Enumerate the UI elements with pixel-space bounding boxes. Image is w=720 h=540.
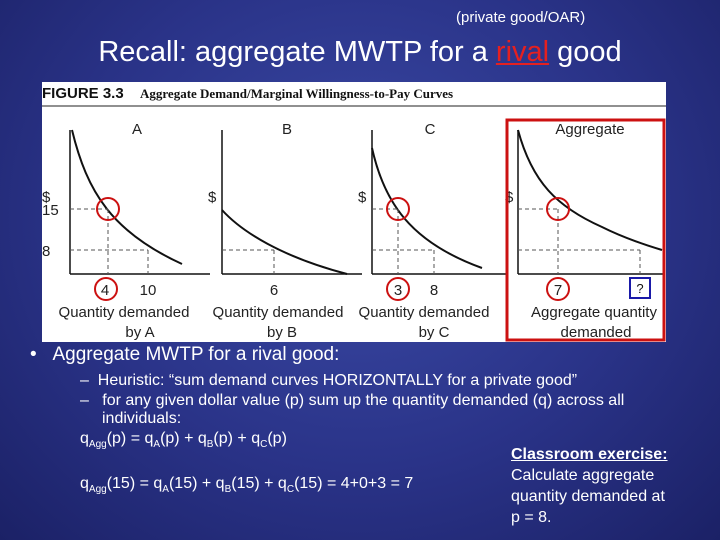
f1-m1: (p) + q [160, 430, 207, 447]
f1-sub-b: B [206, 439, 214, 451]
exercise-line-3: p = 8. [511, 509, 552, 526]
panel-aggregate-ylabel: $ [505, 189, 514, 206]
exercise-line-1: Calculate aggregate [511, 467, 655, 484]
panel-b-title: B [282, 121, 292, 138]
panel-aggregate-xlabel-1: Aggregate quantity [531, 304, 657, 321]
highlight-c-price-15 [386, 197, 410, 221]
slide-title: Recall: aggregate MWTP for a rival good [0, 36, 720, 69]
sum-rule-text-cont: individuals: [102, 410, 182, 427]
slide-subtitle: (private good/OAR) [456, 9, 586, 26]
panel-c-xtick-3: 3 [394, 282, 402, 299]
f2-sub-b: B [224, 484, 232, 496]
aggregate-panel-highlight-box [505, 118, 666, 342]
general-formula: qAgg(p) = qA(p) + qB(p) + qC(p) [80, 430, 287, 450]
panel-aggregate-question: ? [636, 281, 643, 296]
highlight-agg-qty-7 [546, 277, 570, 301]
panel-c: C $ 3 8 Quantity demanded by C [358, 121, 507, 341]
f1-sub-agg: Agg [88, 439, 107, 451]
panel-a-ylabel: $ [42, 189, 51, 206]
panel-c-xtick-8: 8 [430, 282, 438, 299]
panel-a-xlabel-1: Quantity demanded [59, 304, 190, 321]
title-pre: Recall: aggregate MWTP for a [98, 36, 496, 68]
panel-b-ylabel: $ [208, 189, 217, 206]
highlight-c-qty-3 [386, 277, 410, 301]
exercise-heading: Classroom exercise: [511, 446, 668, 463]
highlight-a-qty-4 [94, 277, 118, 301]
panel-c-xlabel-2: by C [419, 324, 450, 341]
panel-b-xlabel-1: Quantity demanded [213, 304, 344, 321]
demand-curves-figure: FIGURE 3.3 Aggregate Demand/Marginal Wil… [42, 82, 666, 342]
highlight-agg-price-15 [546, 197, 570, 221]
f1-end: (p) [267, 430, 287, 447]
f1-sub-a: A [153, 439, 161, 451]
panel-a-xtick-10: 10 [140, 282, 157, 299]
f1-lhs: (p) = q [106, 430, 154, 447]
f2-sub-a: A [162, 484, 169, 496]
panel-a-ytick-15: 15 [42, 202, 59, 219]
example-formula: qAgg(15) = qA(15) + qB(15) + qC(15) = 4+… [80, 475, 413, 495]
panel-aggregate-title: Aggregate [555, 121, 624, 138]
panel-aggregate: Aggregate $ 7 ? Aggregate quantity deman… [505, 121, 664, 341]
f2-q: q [80, 475, 89, 492]
heuristic-bullet: – Heuristic: “sum demand curves HORIZONT… [80, 372, 577, 390]
panel-aggregate-xtick-7: 7 [554, 282, 562, 299]
panel-b-xtick-6: 6 [270, 282, 278, 299]
panel-c-xlabel-1: Quantity demanded [359, 304, 490, 321]
panel-aggregate-question-box [629, 277, 651, 299]
highlight-a-price-15 [96, 197, 120, 221]
heuristic-text: Heuristic: “sum demand curves HORIZONTAL… [97, 372, 578, 389]
sum-rule-text: for any given dollar value (p) sum up th… [102, 392, 625, 409]
exercise-line-2: quantity demanded at [511, 488, 665, 505]
f2-m2: (15) + q [231, 475, 287, 492]
panel-aggregate-xlabel-2: demanded [561, 324, 632, 341]
panel-a-title: A [132, 121, 142, 138]
sum-rule-dash: – [80, 392, 89, 409]
heuristic-dash: – [80, 372, 89, 389]
panel-b-demand-curve [221, 209, 348, 275]
main-bullet: • Aggregate MWTP for a rival good: [30, 344, 340, 365]
title-post: good [549, 36, 622, 68]
f2-lhs: (15) = q [106, 475, 163, 492]
f2-sub-c: C [286, 484, 295, 496]
sum-rule-bullet: – for any given dollar value (p) sum up … [80, 392, 710, 428]
f1-m2: (p) + q [213, 430, 261, 447]
panel-c-ylabel: $ [358, 189, 367, 206]
panel-b: B $ 6 Quantity demanded by B [208, 121, 362, 341]
panel-aggregate-demand-curve [517, 129, 663, 251]
panel-a-xlabel-2: by A [125, 324, 154, 341]
f2-m1: (15) + q [168, 475, 225, 492]
panel-b-xlabel-2: by B [267, 324, 297, 341]
panel-a-ytick-8: 8 [42, 243, 50, 260]
panel-a-demand-curve [71, 129, 183, 265]
panel-a: A $ 15 8 4 10 Quantity demanded by A [42, 121, 210, 341]
figure-caption: Aggregate Demand/Marginal Willingness-to… [140, 86, 453, 101]
f1-q: q [80, 430, 89, 447]
classroom-exercise: Classroom exercise: Calculate aggregate … [511, 444, 668, 528]
figure-label: FIGURE 3.3 [42, 85, 124, 102]
main-bullet-text: Aggregate MWTP for a rival good: [52, 344, 340, 365]
title-emphasis-rival: rival [495, 36, 550, 68]
panel-c-title: C [425, 121, 436, 138]
f2-sub-agg: Agg [88, 484, 107, 496]
f1-sub-c: C [260, 439, 268, 451]
f2-end: (15) = 4+0+3 = 7 [294, 475, 414, 492]
panel-a-xtick-4: 4 [101, 282, 109, 299]
